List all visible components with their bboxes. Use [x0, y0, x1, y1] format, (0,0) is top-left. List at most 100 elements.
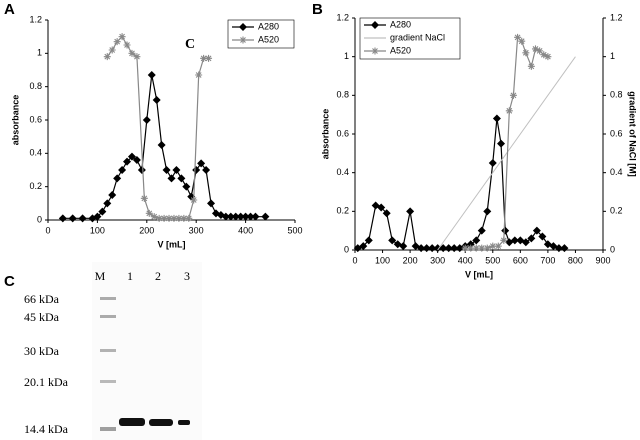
y2-tick-label: 0.4: [610, 167, 623, 177]
data-point: [406, 207, 415, 216]
data-point: [450, 244, 459, 253]
data-point: [522, 49, 530, 57]
data-point: [532, 226, 541, 235]
data-point: [399, 242, 408, 251]
data-point: [489, 242, 497, 250]
data-point: [382, 209, 391, 218]
data-point: [500, 236, 508, 244]
data-point: [165, 214, 173, 222]
data-point: [483, 244, 491, 252]
series-line: [437, 56, 576, 251]
data-point: [113, 174, 122, 183]
legend-marker: [371, 47, 379, 55]
ladder-bands: [100, 297, 116, 431]
data-point: [123, 157, 132, 166]
data-point: [103, 199, 112, 208]
data-point: [140, 194, 148, 202]
data-point: [477, 226, 486, 235]
lane-label: 2: [155, 269, 161, 283]
panel-label: B: [312, 1, 323, 18]
x-tick-label: 400: [238, 225, 253, 235]
data-point: [152, 96, 161, 104]
data-point: [155, 214, 163, 222]
y2-tick-label: 1.2: [610, 12, 623, 22]
data-point: [108, 191, 117, 199]
x-tick-label: 400: [458, 255, 473, 265]
y2-tick-label: 1: [610, 51, 615, 61]
y-tick-label: 0.6: [336, 128, 349, 138]
data-point: [162, 166, 171, 174]
data-point: [226, 212, 235, 221]
x-tick-label: 300: [189, 225, 204, 235]
legend-marker: [239, 23, 247, 31]
data-point: [492, 114, 501, 123]
marker-label: 30 kDa: [24, 344, 60, 358]
marker-label: 66 kDa: [24, 292, 60, 306]
x-tick-label: 500: [287, 225, 302, 235]
data-point: [128, 49, 136, 57]
data-point: [93, 212, 102, 221]
data-point: [518, 37, 526, 45]
data-point: [118, 33, 126, 41]
data-point: [200, 54, 208, 62]
data-point: [78, 214, 87, 223]
data-point: [202, 166, 211, 174]
y-axis-title: absorbance: [10, 95, 20, 146]
data-point: [231, 212, 240, 221]
y-tick-label: 1.2: [29, 14, 42, 24]
data-point: [439, 244, 448, 253]
data-point: [531, 45, 539, 53]
x-tick-label: 100: [90, 225, 105, 235]
data-point: [103, 53, 111, 61]
x-tick-label: 0: [352, 255, 357, 265]
y-tick-label: 0.2: [336, 206, 349, 216]
data-point: [472, 236, 481, 245]
data-point: [68, 214, 77, 223]
data-point: [433, 244, 442, 253]
marker-label: 14.4 kDa: [24, 422, 69, 436]
gel-labels: M 1 2 3 66 kDa 45 kDa 30 kDa 20.1 kDa 14.4 kDa: [24, 269, 190, 436]
data-point: [142, 116, 151, 124]
legend-box: [227, 19, 295, 49]
data-point: [527, 62, 535, 70]
data-point: [544, 53, 552, 61]
x-tick-label: 200: [403, 255, 418, 265]
data-point: [467, 244, 475, 252]
data-point: [377, 203, 386, 212]
data-point: [514, 33, 522, 41]
data-point: [483, 207, 492, 216]
data-point: [118, 166, 127, 174]
data-point: [236, 212, 245, 221]
data-point: [246, 212, 255, 221]
data-point: [175, 214, 183, 222]
data-point: [147, 71, 156, 79]
data-point: [190, 196, 198, 204]
data-point: [172, 166, 181, 174]
y-tick-label: 1.2: [336, 12, 349, 22]
data-point: [510, 236, 519, 245]
data-point: [505, 107, 513, 115]
legend-label: gradient NaCl: [390, 32, 445, 42]
data-point: [488, 159, 497, 167]
x-tick-label: 900: [595, 255, 610, 265]
data-point: [461, 244, 469, 252]
lane-label: 1: [127, 269, 133, 283]
panel-label: A: [4, 1, 15, 18]
data-point: [177, 174, 186, 183]
x-tick-label: 200: [139, 225, 154, 235]
x-tick-label: 600: [513, 255, 528, 265]
data-point: [192, 166, 201, 174]
data-point: [444, 244, 453, 253]
legend-label: A520: [390, 45, 411, 55]
legend-label: A520: [258, 34, 279, 44]
y-tick-label: 0.6: [29, 114, 42, 124]
data-point: [560, 244, 569, 253]
data-point: [472, 244, 480, 252]
y2-tick-label: 0.6: [610, 128, 623, 138]
data-point: [137, 166, 146, 174]
data-point: [185, 214, 193, 222]
data-point: [428, 244, 437, 253]
data-point: [133, 53, 141, 61]
sample-bands: [119, 418, 190, 426]
series-line: [62, 74, 266, 219]
